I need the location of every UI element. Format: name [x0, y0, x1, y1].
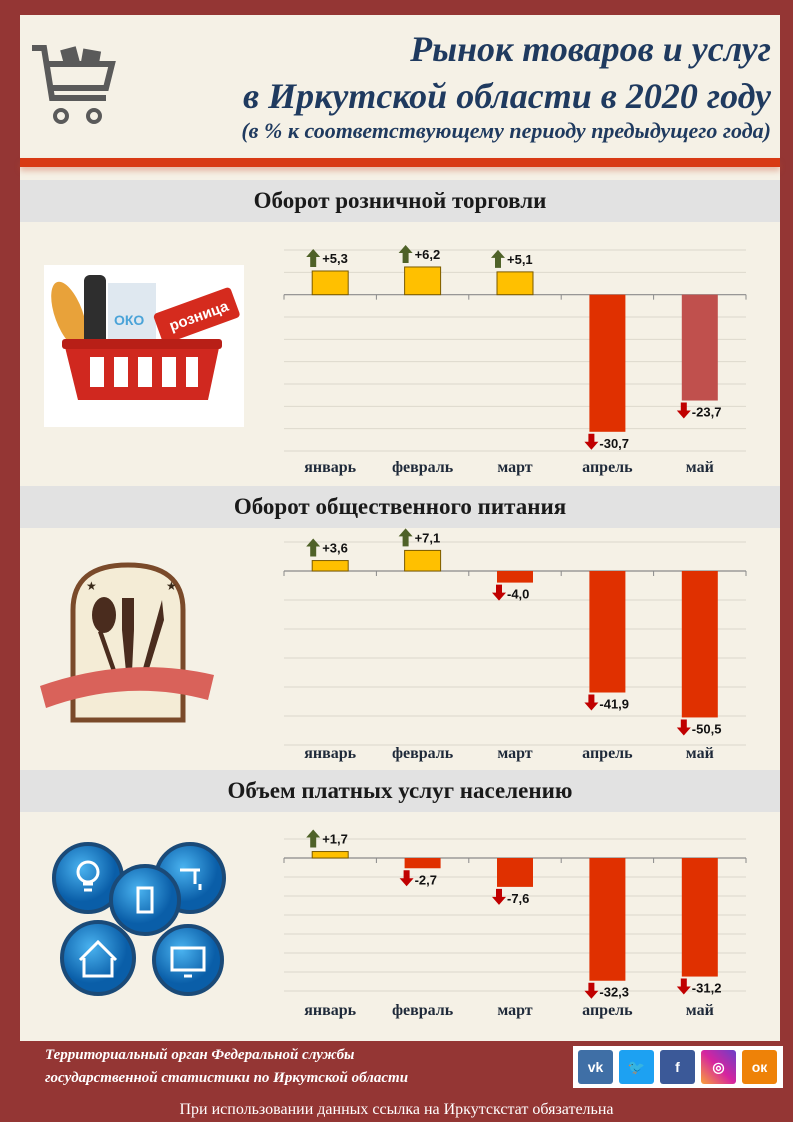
data-label: +5,3	[322, 251, 348, 266]
section-title-catering: Оборот общественного питания	[20, 486, 780, 528]
category-label: февраль	[392, 1002, 454, 1019]
bar-май	[681, 571, 718, 718]
vk-icon[interactable]: vk	[578, 1050, 613, 1084]
footer-org-line2: государственной статистики по Иркутской …	[45, 1070, 409, 1086]
data-label: +5,1	[507, 252, 533, 267]
bar-май	[681, 858, 718, 977]
cutlery-image: ★ ★	[40, 562, 214, 723]
down-arrow-icon	[676, 719, 691, 736]
bar-апрель	[589, 294, 626, 432]
bar-апрель	[589, 858, 626, 981]
water-tap-icon	[180, 868, 202, 890]
social-links: vk 🐦 f ◎ ок	[573, 1046, 783, 1088]
data-label: -2,7	[415, 872, 437, 887]
data-label: -41,9	[599, 697, 629, 712]
bar-январь	[311, 851, 349, 859]
bar-март	[496, 271, 534, 296]
services-chart: +1,7 январь -2,7 февраль -7,6 март -32,3 апрель…	[283, 829, 747, 1019]
odnoklassniki-icon[interactable]: ок	[742, 1050, 777, 1084]
up-arrow-icon	[491, 249, 505, 268]
star-icon: ★	[86, 579, 97, 593]
down-arrow-icon	[676, 402, 691, 419]
facebook-icon[interactable]: f	[660, 1050, 695, 1084]
retail-basket-image: ОКО розница	[44, 265, 244, 427]
bar-февраль	[404, 549, 442, 572]
down-arrow-icon	[399, 870, 414, 887]
monitor-icon	[170, 946, 206, 972]
down-arrow-icon	[492, 888, 506, 905]
page-title-line1: Рынок товаров и услуг	[410, 29, 771, 69]
data-label: -4,0	[507, 587, 529, 602]
category-label: май	[686, 459, 714, 476]
bar-январь	[311, 270, 349, 296]
bar-январь	[311, 560, 349, 572]
bar-февраль	[404, 858, 441, 869]
shopping-cart-icon	[32, 45, 116, 124]
down-arrow-icon	[676, 978, 691, 995]
section-title-retail: Оборот розничной торговли	[20, 180, 780, 222]
up-arrow-icon	[306, 248, 321, 267]
up-arrow-icon	[306, 829, 321, 848]
data-label: -50,5	[692, 721, 722, 736]
category-label: апрель	[582, 745, 633, 762]
twitter-icon[interactable]: 🐦	[619, 1050, 654, 1084]
catering-chart: +3,6 январь +7,1 февраль -4,0 март -41,9 апрель…	[283, 528, 747, 762]
data-label: +6,2	[415, 247, 441, 262]
data-label: -31,2	[692, 981, 722, 996]
data-label: +1,7	[322, 832, 348, 847]
section-title-services: Объем платных услуг населению	[20, 770, 780, 812]
category-label: апрель	[582, 1002, 633, 1019]
phone-icon	[136, 886, 154, 914]
data-label: +3,6	[322, 541, 348, 556]
down-arrow-icon	[492, 584, 506, 601]
bar-февраль	[404, 266, 442, 296]
category-label: январь	[304, 745, 356, 762]
carton-label: ОКО	[114, 312, 144, 328]
category-label: март	[497, 1002, 532, 1019]
data-label: -23,7	[692, 405, 722, 420]
data-label: -30,7	[599, 436, 629, 451]
category-label: май	[686, 1002, 714, 1019]
house-icon	[78, 939, 118, 978]
services-icons-image	[52, 842, 226, 996]
retail-chart: +5,3 январь +6,2 февраль +5,1 март -30,7 апрель…	[283, 244, 747, 476]
page-subtitle: (в % к соответствующему периоду предыдущ…	[241, 118, 771, 143]
category-label: март	[497, 459, 532, 476]
up-arrow-icon	[306, 538, 321, 557]
data-label: -7,6	[507, 891, 529, 906]
category-label: апрель	[582, 459, 633, 476]
category-label: май	[686, 745, 714, 762]
up-arrow-icon	[398, 528, 413, 547]
category-label: февраль	[392, 459, 454, 476]
page-title-line2: в Иркутской области в 2020 году	[243, 76, 771, 116]
star-icon: ★	[166, 579, 177, 593]
down-arrow-icon	[584, 433, 599, 450]
data-label: -32,3	[599, 985, 629, 1000]
data-label: +7,1	[415, 530, 441, 545]
bar-март	[497, 571, 533, 583]
up-arrow-icon	[398, 244, 413, 263]
lightbulb-icon	[76, 860, 100, 884]
category-label: январь	[304, 459, 356, 476]
footer-org-line1: Территориальный орган Федеральной службы	[45, 1047, 355, 1063]
category-label: март	[497, 745, 532, 762]
bar-май	[681, 294, 718, 401]
category-label: февраль	[392, 745, 454, 762]
down-arrow-icon	[584, 982, 599, 999]
instagram-icon[interactable]: ◎	[701, 1050, 736, 1084]
category-label: январь	[304, 1002, 356, 1019]
bar-март	[497, 858, 533, 887]
citation-note: При использовании данных ссылка на Иркут…	[179, 1101, 614, 1118]
down-arrow-icon	[584, 694, 599, 711]
header-divider	[20, 158, 780, 167]
bar-апрель	[589, 571, 626, 693]
